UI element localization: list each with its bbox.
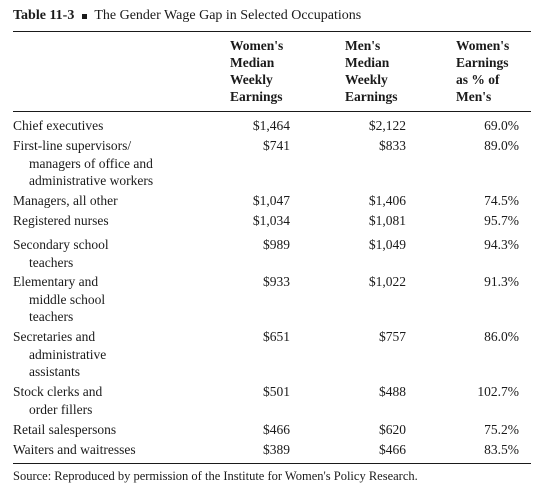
occupation-label: Registered nurses (13, 212, 228, 230)
women-earnings-cell: $1,464 (252, 118, 290, 133)
men-earnings-cell: $1,081 (368, 213, 406, 228)
men-earnings-cell: $2,122 (368, 118, 406, 133)
header-line: Weekly (345, 72, 388, 87)
men-earnings-cell: $466 (379, 442, 406, 457)
occupation-label-line: assistants (29, 364, 81, 379)
men-earnings-cell: $488 (379, 384, 406, 399)
women-earnings-cell: $1,034 (252, 213, 290, 228)
header-line: Women's (230, 38, 284, 53)
occupation-label: Elementary and middle school teachers (13, 273, 228, 326)
occupation-label-line: Elementary and (13, 274, 99, 289)
occupation-label-line: Managers, all other (13, 193, 118, 208)
women-earnings-cell: $501 (263, 384, 290, 399)
header-line: Earnings (456, 55, 509, 70)
percent-cell: 75.2% (484, 422, 519, 437)
occupation-label-line: order fillers (29, 401, 93, 417)
men-earnings-cell: $620 (379, 422, 406, 437)
occupation-label-line: teachers (29, 254, 74, 270)
occupation-label: First-line supervisors/managers of offic… (13, 137, 228, 190)
occupation-label: Secretaries and administrative assistants (13, 328, 228, 381)
men-earnings-cell: $1,406 (368, 193, 406, 208)
header-line: Weekly (230, 72, 273, 87)
header-line: Median (345, 55, 390, 70)
men-earnings-cell: $833 (379, 138, 406, 153)
occupation-label-line: Secondary school (13, 237, 109, 252)
percent-cell: 94.3% (484, 237, 519, 252)
occupation-label: Stock clerks and order fillers (13, 383, 228, 418)
occupation-label-line: middle school (29, 291, 106, 307)
occupation-label-line: administrative workers (29, 173, 154, 188)
women-earnings-cell: $466 (263, 422, 290, 437)
percent-cell: 74.5% (484, 193, 519, 208)
women-earnings-cell: $651 (263, 329, 290, 344)
percent-cell: 86.0% (484, 329, 519, 344)
occupation-label: Retail salespersons (13, 421, 228, 439)
table-number: Table 11-3 (13, 8, 75, 23)
square-bullet-icon (82, 14, 88, 19)
header-line: as % of (456, 72, 500, 87)
percent-cell: 91.3% (484, 274, 519, 289)
women-earnings-cell: $1,047 (252, 193, 290, 208)
percent-cell: 95.7% (484, 213, 519, 228)
source-note: Source: Reproduced by permission of the … (13, 469, 418, 483)
occupation-label: Secondary school teachers (13, 236, 228, 271)
table-title-row: Table 11-3 The Gender Wage Gap in Select… (13, 8, 361, 30)
men-earnings-cell: $1,022 (368, 274, 406, 289)
women-earnings-cell: $933 (263, 274, 290, 289)
occupation-label-line: teachers (29, 309, 74, 324)
occupation-label-line: administrative (29, 346, 107, 362)
men-earnings-cell: $1,049 (368, 237, 406, 252)
occupation-label-line: Waiters and waitresses (13, 442, 136, 457)
header-line: Women's (456, 38, 510, 53)
occupation-label-line: First-line supervisors/ (13, 138, 132, 153)
occupation-label-line: managers of office and (29, 155, 153, 171)
percent-cell: 83.5% (484, 442, 519, 457)
men-earnings-cell: $757 (379, 329, 406, 344)
header-women-earnings: Women's Median Weekly Earnings (230, 37, 283, 105)
occupation-label-line: Secretaries and (13, 329, 96, 344)
women-earnings-cell: $389 (263, 442, 290, 457)
header-line: Earnings (345, 89, 398, 104)
women-earnings-cell: $741 (263, 138, 290, 153)
occupation-label-line: Retail salespersons (13, 422, 117, 437)
occupation-label: Waiters and waitresses (13, 441, 228, 459)
header-line: Men's (456, 89, 492, 104)
header-men-earnings: Men's Median Weekly Earnings (345, 37, 398, 105)
occupation-label: Managers, all other (13, 192, 228, 210)
percent-cell: 89.0% (484, 138, 519, 153)
header-percent-of-men: Women's Earnings as % of Men's (456, 37, 509, 105)
occupation-label-line: Registered nurses (13, 213, 109, 228)
bottom-rule (13, 463, 531, 464)
header-line: Median (230, 55, 275, 70)
occupation-label-line: Stock clerks and (13, 384, 103, 399)
table-title: The Gender Wage Gap in Selected Occupati… (94, 8, 362, 23)
header-rule (13, 111, 531, 112)
header-line: Earnings (230, 89, 283, 104)
occupation-label: Chief executives (13, 117, 228, 135)
percent-cell: 102.7% (477, 384, 519, 399)
top-rule (13, 31, 531, 32)
occupation-label-line: Chief executives (13, 118, 104, 133)
women-earnings-cell: $989 (263, 237, 290, 252)
percent-cell: 69.0% (484, 118, 519, 133)
header-line: Men's (345, 38, 381, 53)
